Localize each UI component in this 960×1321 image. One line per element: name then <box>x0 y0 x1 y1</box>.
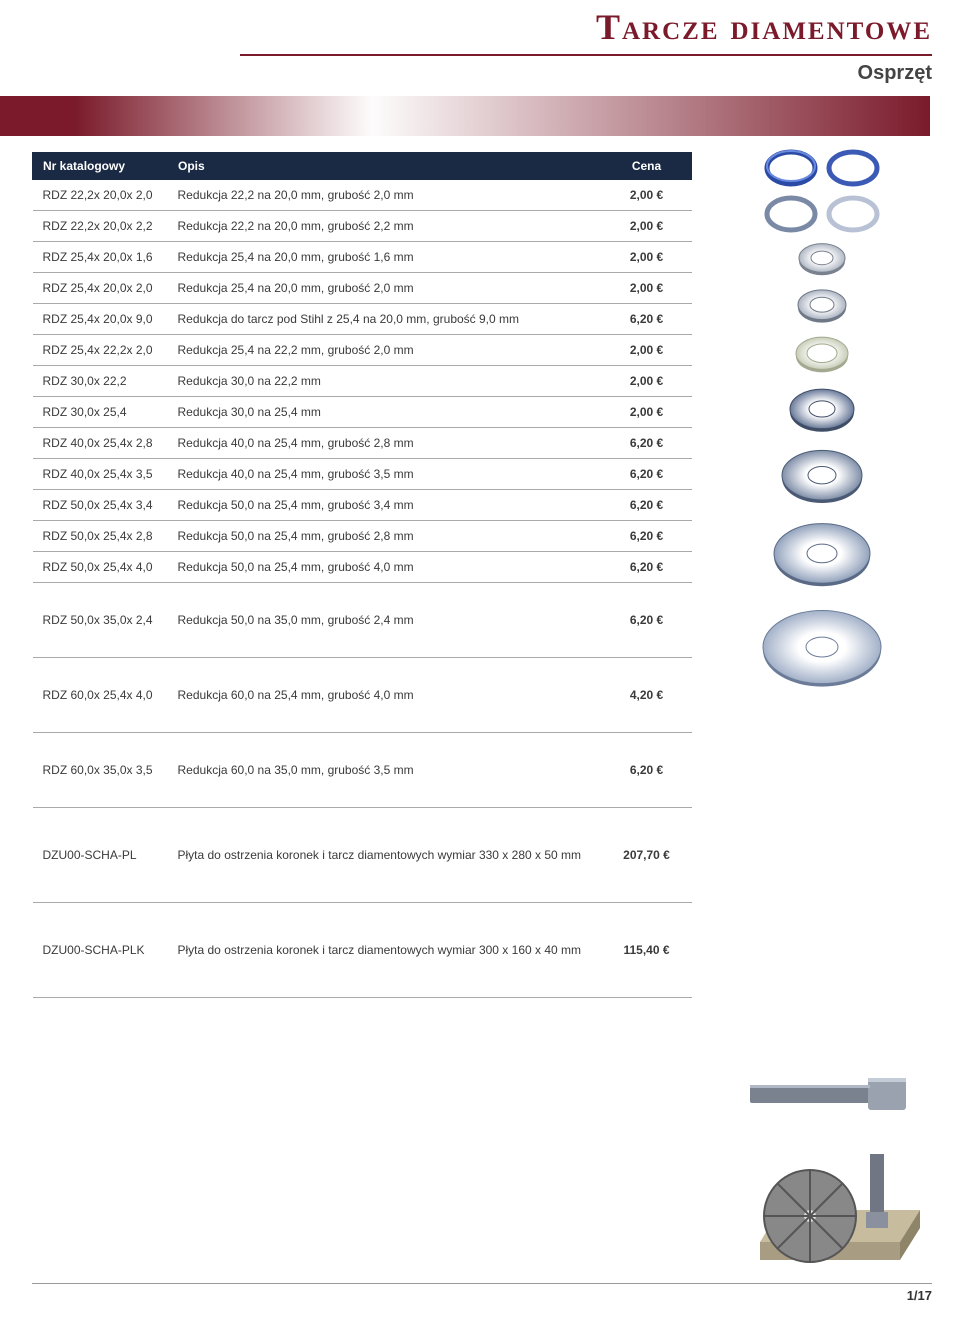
cell-desc: Redukcja 60,0 na 25,4 mm, grubość 4,0 mm <box>168 658 602 733</box>
table-row: RDZ 50,0x 25,4x 4,0Redukcja 50,0 na 25,4… <box>33 552 692 583</box>
cell-desc: Płyta do ostrzenia koronek i tarcz diame… <box>168 903 602 998</box>
table-row: RDZ 30,0x 22,2Redukcja 30,0 na 22,2 mm2,… <box>33 366 692 397</box>
table-row: RDZ 30,0x 25,4Redukcja 30,0 na 25,4 mm2,… <box>33 397 692 428</box>
product-image-column <box>712 148 932 703</box>
cell-price: 6,20 € <box>602 304 692 335</box>
cell-sku: RDZ 60,0x 25,4x 4,0 <box>33 658 168 733</box>
cell-price: 2,00 € <box>602 211 692 242</box>
cell-sku: RDZ 50,0x 25,4x 4,0 <box>33 552 168 583</box>
cell-price: 6,20 € <box>602 583 692 658</box>
cell-price: 2,00 € <box>602 397 692 428</box>
page-number: 1/17 <box>907 1288 932 1303</box>
cell-desc: Redukcja 50,0 na 35,0 mm, grubość 2,4 mm <box>168 583 602 658</box>
table-row: RDZ 50,0x 25,4x 2,8Redukcja 50,0 na 25,4… <box>33 521 692 552</box>
washer-image <box>792 333 852 374</box>
table-row: RDZ 22,2x 20,0x 2,2Redukcja 22,2 na 20,0… <box>33 211 692 242</box>
header-gradient-bar <box>0 96 930 136</box>
cell-desc: Redukcja 40,0 na 25,4 mm, grubość 2,8 mm <box>168 428 602 459</box>
cell-price: 2,00 € <box>602 366 692 397</box>
title-rule <box>240 54 932 56</box>
table-row: RDZ 22,2x 20,0x 2,0Redukcja 22,2 na 20,0… <box>33 180 692 211</box>
cell-desc: Redukcja 25,4 na 22,2 mm, grubość 2,0 mm <box>168 335 602 366</box>
cell-desc: Redukcja 30,0 na 22,2 mm <box>168 366 602 397</box>
col-price: Cena <box>602 153 692 180</box>
cell-desc: Redukcja do tarcz pod Stihl z 25,4 na 20… <box>168 304 602 335</box>
cell-price: 6,20 € <box>602 733 692 808</box>
cell-sku: RDZ 50,0x 25,4x 3,4 <box>33 490 168 521</box>
cell-desc: Redukcja 50,0 na 25,4 mm, grubość 4,0 mm <box>168 552 602 583</box>
page-title: Tarcze diamentowe <box>240 0 932 48</box>
cell-sku: DZU00-SCHA-PL <box>33 808 168 903</box>
drill-bit-image <box>740 1050 920 1140</box>
table-row: RDZ 25,4x 20,0x 1,6Redukcja 25,4 na 20,0… <box>33 242 692 273</box>
cell-price: 207,70 € <box>602 808 692 903</box>
spec-table: Nr katalogowy Opis Cena RDZ 22,2x 20,0x … <box>32 152 692 998</box>
cell-price: 6,20 € <box>602 490 692 521</box>
cell-sku: RDZ 25,4x 20,0x 9,0 <box>33 304 168 335</box>
cell-sku: RDZ 50,0x 25,4x 2,8 <box>33 521 168 552</box>
ring-icon <box>764 194 818 234</box>
page-subtitle: Osprzęt <box>240 62 932 85</box>
cell-desc: Redukcja 50,0 na 25,4 mm, grubość 2,8 mm <box>168 521 602 552</box>
cell-sku: RDZ 25,4x 20,0x 2,0 <box>33 273 168 304</box>
table-row: RDZ 25,4x 22,2x 2,0Redukcja 25,4 na 22,2… <box>33 335 692 366</box>
cell-sku: RDZ 25,4x 20,0x 1,6 <box>33 242 168 273</box>
table-row: RDZ 60,0x 35,0x 3,5Redukcja 60,0 na 35,0… <box>33 733 692 808</box>
table-header-row: Nr katalogowy Opis Cena <box>33 153 692 180</box>
cell-price: 6,20 € <box>602 521 692 552</box>
cell-desc: Płyta do ostrzenia koronek i tarcz diame… <box>168 808 602 903</box>
washer-image <box>759 601 885 693</box>
washer-image <box>786 384 858 434</box>
table-row: RDZ 25,4x 20,0x 9,0Redukcja do tarcz pod… <box>33 304 692 335</box>
cell-price: 6,20 € <box>602 552 692 583</box>
cell-desc: Redukcja 25,4 na 20,0 mm, grubość 2,0 mm <box>168 273 602 304</box>
table-row: DZU00-SCHA-PLKPłyta do ostrzenia koronek… <box>33 903 692 998</box>
table-row: RDZ 50,0x 35,0x 2,4Redukcja 50,0 na 35,0… <box>33 583 692 658</box>
table-row: RDZ 40,0x 25,4x 2,8Redukcja 40,0 na 25,4… <box>33 428 692 459</box>
cell-desc: Redukcja 30,0 na 25,4 mm <box>168 397 602 428</box>
table-row: RDZ 25,4x 20,0x 2,0Redukcja 25,4 na 20,0… <box>33 273 692 304</box>
cell-desc: Redukcja 50,0 na 25,4 mm, grubość 3,4 mm <box>168 490 602 521</box>
col-desc: Opis <box>168 153 602 180</box>
table-row: DZU00-SCHA-PLPłyta do ostrzenia koronek … <box>33 808 692 903</box>
washer-image <box>794 286 850 323</box>
cell-sku: RDZ 50,0x 35,0x 2,4 <box>33 583 168 658</box>
cell-desc: Redukcja 25,4 na 20,0 mm, grubość 1,6 mm <box>168 242 602 273</box>
cell-sku: RDZ 60,0x 35,0x 3,5 <box>33 733 168 808</box>
washer-image <box>778 444 866 506</box>
washer-image <box>770 516 874 591</box>
cell-price: 2,00 € <box>602 335 692 366</box>
washer-image <box>795 240 849 276</box>
table-row: RDZ 50,0x 25,4x 3,4Redukcja 50,0 na 25,4… <box>33 490 692 521</box>
cell-price: 115,40 € <box>602 903 692 998</box>
cell-sku: RDZ 30,0x 22,2 <box>33 366 168 397</box>
cell-price: 4,20 € <box>602 658 692 733</box>
cell-desc: Redukcja 40,0 na 25,4 mm, grubość 3,5 mm <box>168 459 602 490</box>
cell-sku: RDZ 22,2x 20,0x 2,2 <box>33 211 168 242</box>
cell-sku: RDZ 40,0x 25,4x 3,5 <box>33 459 168 490</box>
cell-sku: DZU00-SCHA-PLK <box>33 903 168 998</box>
cell-price: 6,20 € <box>602 428 692 459</box>
table-row: RDZ 40,0x 25,4x 3,5Redukcja 40,0 na 25,4… <box>33 459 692 490</box>
cell-desc: Redukcja 60,0 na 35,0 mm, grubość 3,5 mm <box>168 733 602 808</box>
ring-icon <box>826 194 880 234</box>
cell-sku: RDZ 22,2x 20,0x 2,0 <box>33 180 168 211</box>
cell-price: 2,00 € <box>602 180 692 211</box>
cell-price: 2,00 € <box>602 242 692 273</box>
cell-sku: RDZ 25,4x 22,2x 2,0 <box>33 335 168 366</box>
table-row: RDZ 60,0x 25,4x 4,0Redukcja 60,0 na 25,4… <box>33 658 692 733</box>
cell-desc: Redukcja 22,2 na 20,0 mm, grubość 2,0 mm <box>168 180 602 211</box>
cell-price: 6,20 € <box>602 459 692 490</box>
cell-desc: Redukcja 22,2 na 20,0 mm, grubość 2,2 mm <box>168 211 602 242</box>
cell-sku: RDZ 40,0x 25,4x 2,8 <box>33 428 168 459</box>
grinding-plate-image <box>750 1150 940 1280</box>
col-sku: Nr katalogowy <box>33 153 168 180</box>
cell-price: 2,00 € <box>602 273 692 304</box>
cell-sku: RDZ 30,0x 25,4 <box>33 397 168 428</box>
ring-icon <box>764 148 818 188</box>
ring-icon <box>826 148 880 188</box>
